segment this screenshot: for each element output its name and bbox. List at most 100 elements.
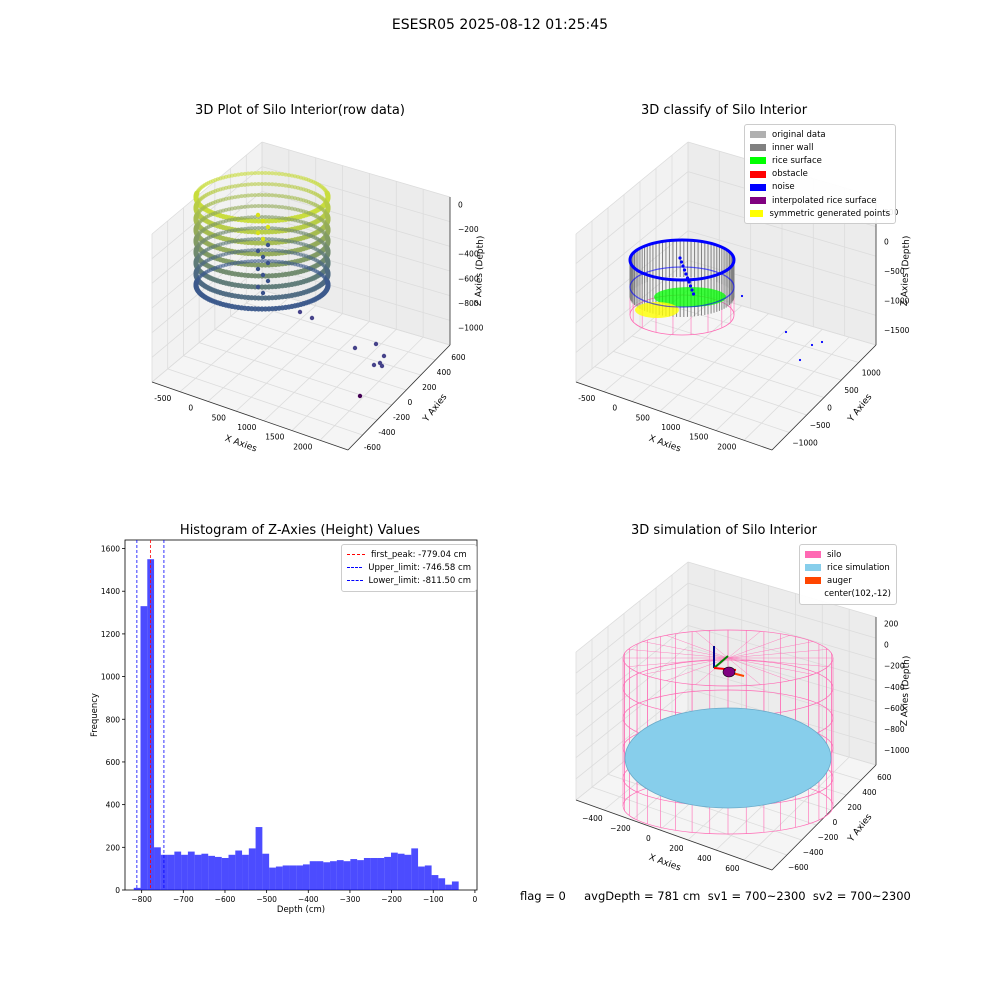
legend-swatch: [805, 551, 821, 559]
data-point: [249, 193, 254, 198]
data-point: [273, 259, 278, 264]
histogram-bar: [140, 606, 148, 890]
histogram-bar: [343, 861, 351, 890]
floor-grid: [230, 315, 421, 376]
data-point: [263, 193, 268, 198]
legend-symmetric: symmetric generated points: [750, 207, 890, 220]
x-tick-label: −800: [131, 895, 152, 904]
back-grid: [261, 141, 451, 198]
data-point: [286, 206, 291, 211]
histogram-bar: [418, 866, 425, 890]
data-point: [249, 171, 254, 176]
y-tick-label: 200: [422, 383, 437, 392]
histogram-bar: [133, 887, 141, 890]
plot-area: [124, 539, 478, 891]
data-point: [373, 341, 379, 347]
histogram-bar: [323, 862, 331, 890]
data-point: [283, 172, 288, 177]
histogram-bar: [370, 857, 378, 890]
left-grid: [575, 200, 689, 294]
floor-grid: [235, 313, 343, 412]
histogram-bar: [228, 854, 236, 890]
data-point: [230, 206, 235, 211]
data-point: [266, 248, 271, 253]
data-point: [227, 251, 231, 256]
data-point: [266, 237, 271, 242]
legend-rice-surface: rice surface: [750, 154, 890, 167]
noise-point: [691, 292, 696, 296]
data-point: [280, 205, 285, 210]
data-point: [325, 248, 331, 254]
x-tick-label: −200: [381, 895, 402, 904]
data-point: [265, 260, 271, 266]
histogram-bar: [445, 884, 452, 890]
data-point: [352, 345, 358, 351]
data-point: [249, 182, 254, 187]
data-point: [242, 248, 247, 253]
data-point: [256, 237, 261, 242]
x-tick-label: 1500: [265, 433, 284, 442]
data-point: [265, 278, 271, 284]
histogram-bar: [154, 847, 161, 890]
data-point: [239, 260, 244, 265]
status-text: flag = 0 avgDepth = 781 cm sv1 = 700~230…: [520, 889, 911, 903]
rice-surface-region: [654, 287, 726, 307]
data-point: [289, 217, 294, 222]
legend-obstacle: obstacle: [750, 168, 890, 181]
left-grid: [575, 603, 689, 695]
legend-noise: noise: [750, 181, 890, 194]
data-point: [265, 224, 271, 230]
data-point: [227, 229, 231, 234]
left-grid: [575, 688, 689, 780]
floor-grid: [669, 304, 859, 363]
data-point: [253, 237, 258, 242]
data-point: [239, 172, 244, 177]
z-tick-label: −200: [458, 225, 479, 234]
y-tick-label: 400: [862, 788, 877, 797]
data-point: [325, 281, 331, 287]
data-point: [227, 262, 231, 267]
legend-interp: interpolated rice surface: [750, 194, 890, 207]
data-point: [289, 228, 294, 233]
data-point: [266, 171, 271, 176]
z-tick-label: 0: [884, 237, 889, 246]
data-point: [277, 171, 282, 176]
x-tick-label: 1500: [689, 433, 708, 442]
data-point: [325, 237, 331, 243]
data-point: [256, 171, 261, 176]
z-tick-label: −600: [458, 274, 479, 283]
data-point: [263, 171, 268, 176]
data-point: [233, 250, 238, 255]
histogram-bar: [174, 851, 182, 890]
noise-point: [681, 264, 685, 268]
y-tick-label: 1200: [101, 630, 120, 639]
y-tick-label: −200: [818, 833, 839, 842]
back-grid: [687, 667, 877, 724]
data-point: [260, 259, 264, 263]
data-point: [273, 237, 278, 242]
legend-rice-simulation: rice simulation: [805, 561, 891, 574]
data-point: [280, 238, 285, 243]
floor-grid: [179, 297, 290, 393]
data-point: [256, 204, 261, 209]
z-axis-label: Z Axies (Depth): [900, 236, 912, 307]
histogram-bar: [309, 861, 317, 890]
data-point: [270, 237, 275, 242]
y-tick-label: −500: [810, 421, 831, 430]
y-tick-label: 1400: [101, 587, 120, 596]
data-point: [227, 174, 231, 179]
data-point: [253, 204, 258, 209]
data-point: [266, 182, 271, 187]
histogram-bar: [194, 854, 202, 890]
x-tick-label: 1000: [237, 423, 256, 432]
data-point: [233, 228, 238, 233]
data-point: [256, 193, 261, 198]
data-point: [325, 204, 331, 210]
data-point: [263, 204, 268, 209]
data-point: [280, 216, 285, 221]
legend-swatch: [750, 210, 764, 218]
left-grid: [575, 171, 689, 264]
z-tick-label: −500: [884, 267, 905, 276]
left-grid: [151, 289, 263, 383]
